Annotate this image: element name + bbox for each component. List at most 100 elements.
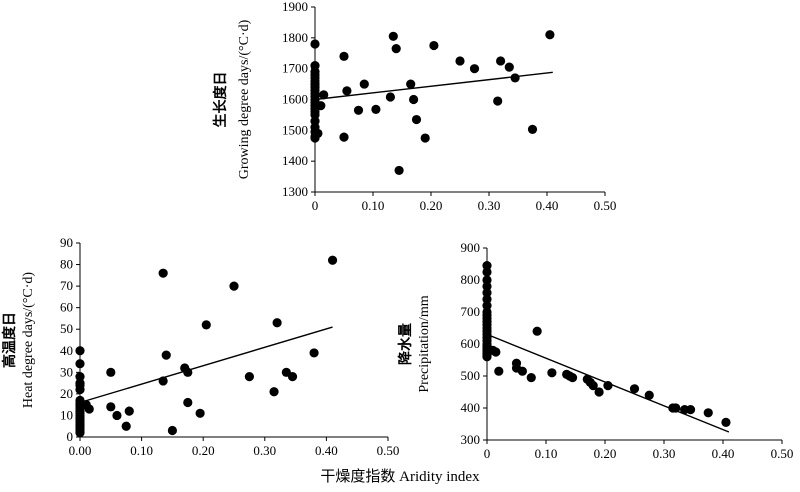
data-point (532, 326, 542, 336)
data-point (482, 301, 492, 311)
data-point (75, 359, 85, 369)
data-point (482, 275, 492, 285)
data-point (201, 320, 211, 330)
data-point (496, 56, 506, 66)
data-point (703, 408, 713, 418)
y-tick-label: 50 (60, 321, 73, 336)
y-tick-label: 90 (60, 235, 73, 250)
data-point (388, 31, 398, 41)
y-tick-label: 80 (60, 257, 73, 272)
data-point (420, 133, 430, 143)
data-point (547, 368, 557, 378)
y-tick-label: 40 (60, 343, 73, 358)
y-axis-label-zh: 生长度日 (212, 72, 229, 128)
data-point (545, 30, 555, 40)
x-tick-label: 0.40 (712, 446, 735, 461)
data-point (195, 408, 205, 418)
data-point (594, 387, 604, 397)
y-axis-label-zh: 降水量 (397, 323, 414, 365)
data-point (124, 406, 134, 416)
x-tick-label: 0.20 (420, 198, 443, 213)
data-point (183, 397, 193, 408)
y-tick-label: 60 (60, 300, 73, 315)
data-point (455, 56, 465, 66)
data-point (244, 372, 254, 382)
precipitation-chart: 300 400 500 600 700 800 900 0 0.10 0.20 0.30 0.40 0.… (397, 240, 793, 461)
y-tick-label: 20 (60, 386, 73, 401)
trend-line (79, 326, 333, 404)
data-point (75, 346, 85, 356)
y-tick-label: 70 (60, 278, 73, 293)
y-axis-label-en: Growing degree days/(°C·d) (237, 19, 252, 179)
data-point (526, 373, 536, 383)
x-tick-label: 0.30 (478, 198, 501, 213)
data-point (327, 255, 338, 265)
y-tick-label: 800 (461, 272, 481, 287)
data-point (75, 384, 85, 395)
x-tick-label: 0.10 (362, 198, 385, 213)
data-point (409, 94, 419, 105)
data-point (385, 92, 395, 102)
data-point (567, 373, 578, 383)
data-point (106, 402, 116, 412)
x-tick-label: 0.20 (594, 446, 617, 461)
data-point (84, 404, 94, 414)
y-tick-label: 1400 (282, 153, 308, 168)
data-point (339, 51, 349, 61)
y-axis-label-zh: 高温度日 (1, 312, 18, 368)
y-tick-label: 300 (461, 432, 481, 447)
x-tick-label: 0.50 (771, 446, 794, 461)
x-tick-label: 0.50 (377, 443, 400, 458)
data-point (603, 381, 613, 391)
data-point (482, 288, 492, 298)
data-point (491, 347, 501, 357)
data-point (482, 352, 492, 362)
x-tick-label: 0.30 (253, 443, 276, 458)
data-point (121, 421, 131, 431)
y-tick-label: 1800 (282, 30, 308, 45)
x-tick-label: 0.40 (315, 443, 338, 458)
data-point (482, 267, 492, 277)
data-point (229, 281, 239, 291)
data-point (517, 366, 528, 376)
y-tick-label: 700 (461, 304, 481, 319)
data-point (469, 64, 480, 74)
heat-degree-days-chart: 0 10 20 30 40 50 60 70 80 90 0.00 0.10 0.20 0.30 0.40 0… (1, 235, 399, 458)
x-tick-label: 0.40 (536, 198, 559, 213)
y-tick-label: 1300 (282, 184, 308, 199)
data-point (316, 101, 326, 111)
data-point (629, 384, 640, 394)
x-tick-label: 0.50 (594, 198, 617, 213)
x-tick-label: 0.10 (130, 443, 153, 458)
y-tick-label: 900 (461, 240, 481, 255)
data-point (429, 40, 439, 51)
data-point (359, 79, 369, 89)
data-point (527, 124, 538, 135)
data-point (685, 405, 696, 415)
data-point (342, 86, 352, 96)
data-point (482, 294, 492, 304)
data-point (394, 165, 404, 176)
data-point (158, 268, 168, 278)
x-tick-label: 0.30 (653, 446, 676, 461)
data-point (167, 425, 177, 436)
y-tick-label: 0 (67, 429, 74, 444)
y-tick-label: 500 (461, 368, 481, 383)
y-tick-label: 1500 (282, 122, 308, 137)
data-point (269, 387, 279, 397)
y-tick-label: 1700 (282, 61, 308, 76)
x-tick-label: 0 (312, 198, 319, 213)
data-point (313, 128, 323, 139)
data-point (287, 372, 298, 382)
y-tick-label: 1600 (282, 92, 308, 107)
data-point (493, 96, 503, 106)
data-point (482, 281, 492, 291)
data-point (406, 79, 416, 89)
y-tick-label: 400 (461, 400, 481, 415)
y-tick-label: 10 (60, 407, 73, 422)
data-point (510, 73, 520, 83)
data-point (494, 366, 504, 376)
data-point (112, 410, 122, 421)
data-point (411, 114, 422, 125)
